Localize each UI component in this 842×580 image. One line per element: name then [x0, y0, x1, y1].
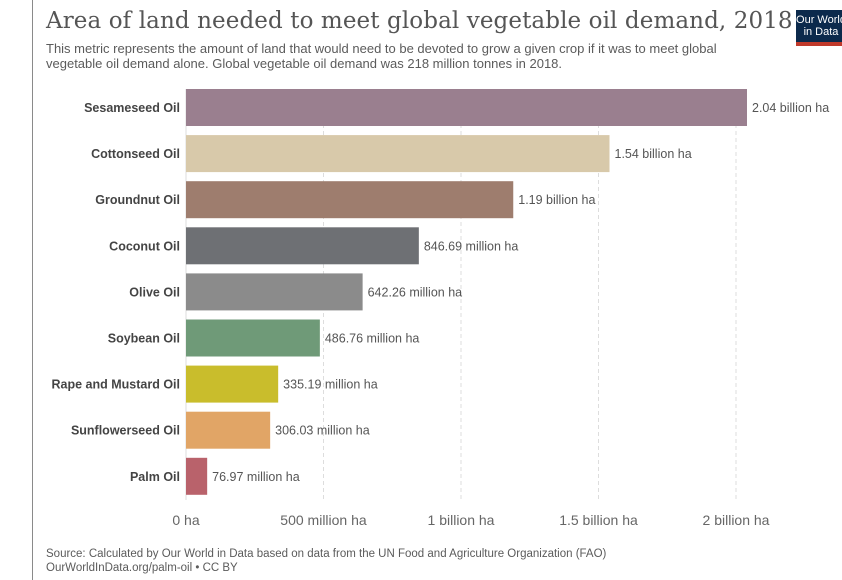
chart-title: Area of land needed to meet global veget… [46, 8, 793, 34]
bar[interactable] [186, 135, 610, 173]
bar[interactable] [186, 227, 419, 265]
x-tick-label: 1.5 billion ha [559, 512, 638, 528]
chart-subtitle: This metric represents the amount of lan… [46, 41, 717, 71]
x-tick-label: 2 billion ha [703, 512, 770, 528]
bar[interactable] [186, 319, 320, 357]
bar[interactable] [186, 89, 747, 126]
value-label: 1.54 billion ha [615, 147, 692, 161]
footer-link[interactable]: OurWorldInData.org/palm-oil • CC BY [46, 562, 238, 574]
bar[interactable] [186, 273, 363, 311]
category-label: Groundnut Oil [95, 193, 180, 207]
left-border [32, 0, 33, 580]
value-label: 76.97 million ha [212, 470, 300, 484]
x-tick-label: 1 billion ha [428, 512, 495, 528]
category-label: Cottonseed Oil [91, 147, 180, 161]
value-label: 306.03 million ha [275, 424, 370, 438]
logo-line-1: Our World [796, 14, 842, 26]
category-label: Sesameseed Oil [84, 101, 180, 115]
value-label: 642.26 million ha [368, 285, 463, 299]
logo-line-2: in Data [803, 26, 839, 38]
value-label: 2.04 billion ha [752, 101, 829, 115]
value-label: 335.19 million ha [283, 378, 378, 392]
x-tick-label: 0 ha [172, 512, 199, 528]
category-label: Coconut Oil [109, 239, 180, 253]
category-label: Palm Oil [130, 470, 180, 484]
category-label: Olive Oil [129, 285, 180, 299]
bar-chart: 0 ha 500 million ha 1 billion ha 1.5 billio… [52, 89, 829, 528]
logo-accent-bar [796, 42, 842, 46]
value-label: 486.76 million ha [325, 332, 420, 346]
source-note: Source: Calculated by Our World in Data … [46, 548, 607, 560]
bar[interactable] [186, 457, 208, 495]
category-label: Sunflowerseed Oil [71, 424, 180, 438]
bar[interactable] [186, 411, 271, 449]
footer: Source: Calculated by Our World in Data … [46, 547, 606, 575]
bar[interactable] [186, 181, 514, 219]
value-label: 846.69 million ha [424, 239, 519, 253]
bar[interactable] [186, 365, 279, 403]
value-label: 1.19 billion ha [518, 193, 595, 207]
category-label: Soybean Oil [108, 332, 180, 346]
category-label: Rape and Mustard Oil [52, 378, 181, 392]
owid-logo[interactable]: Our World in Data [796, 10, 842, 46]
x-tick-label: 500 million ha [280, 512, 367, 528]
